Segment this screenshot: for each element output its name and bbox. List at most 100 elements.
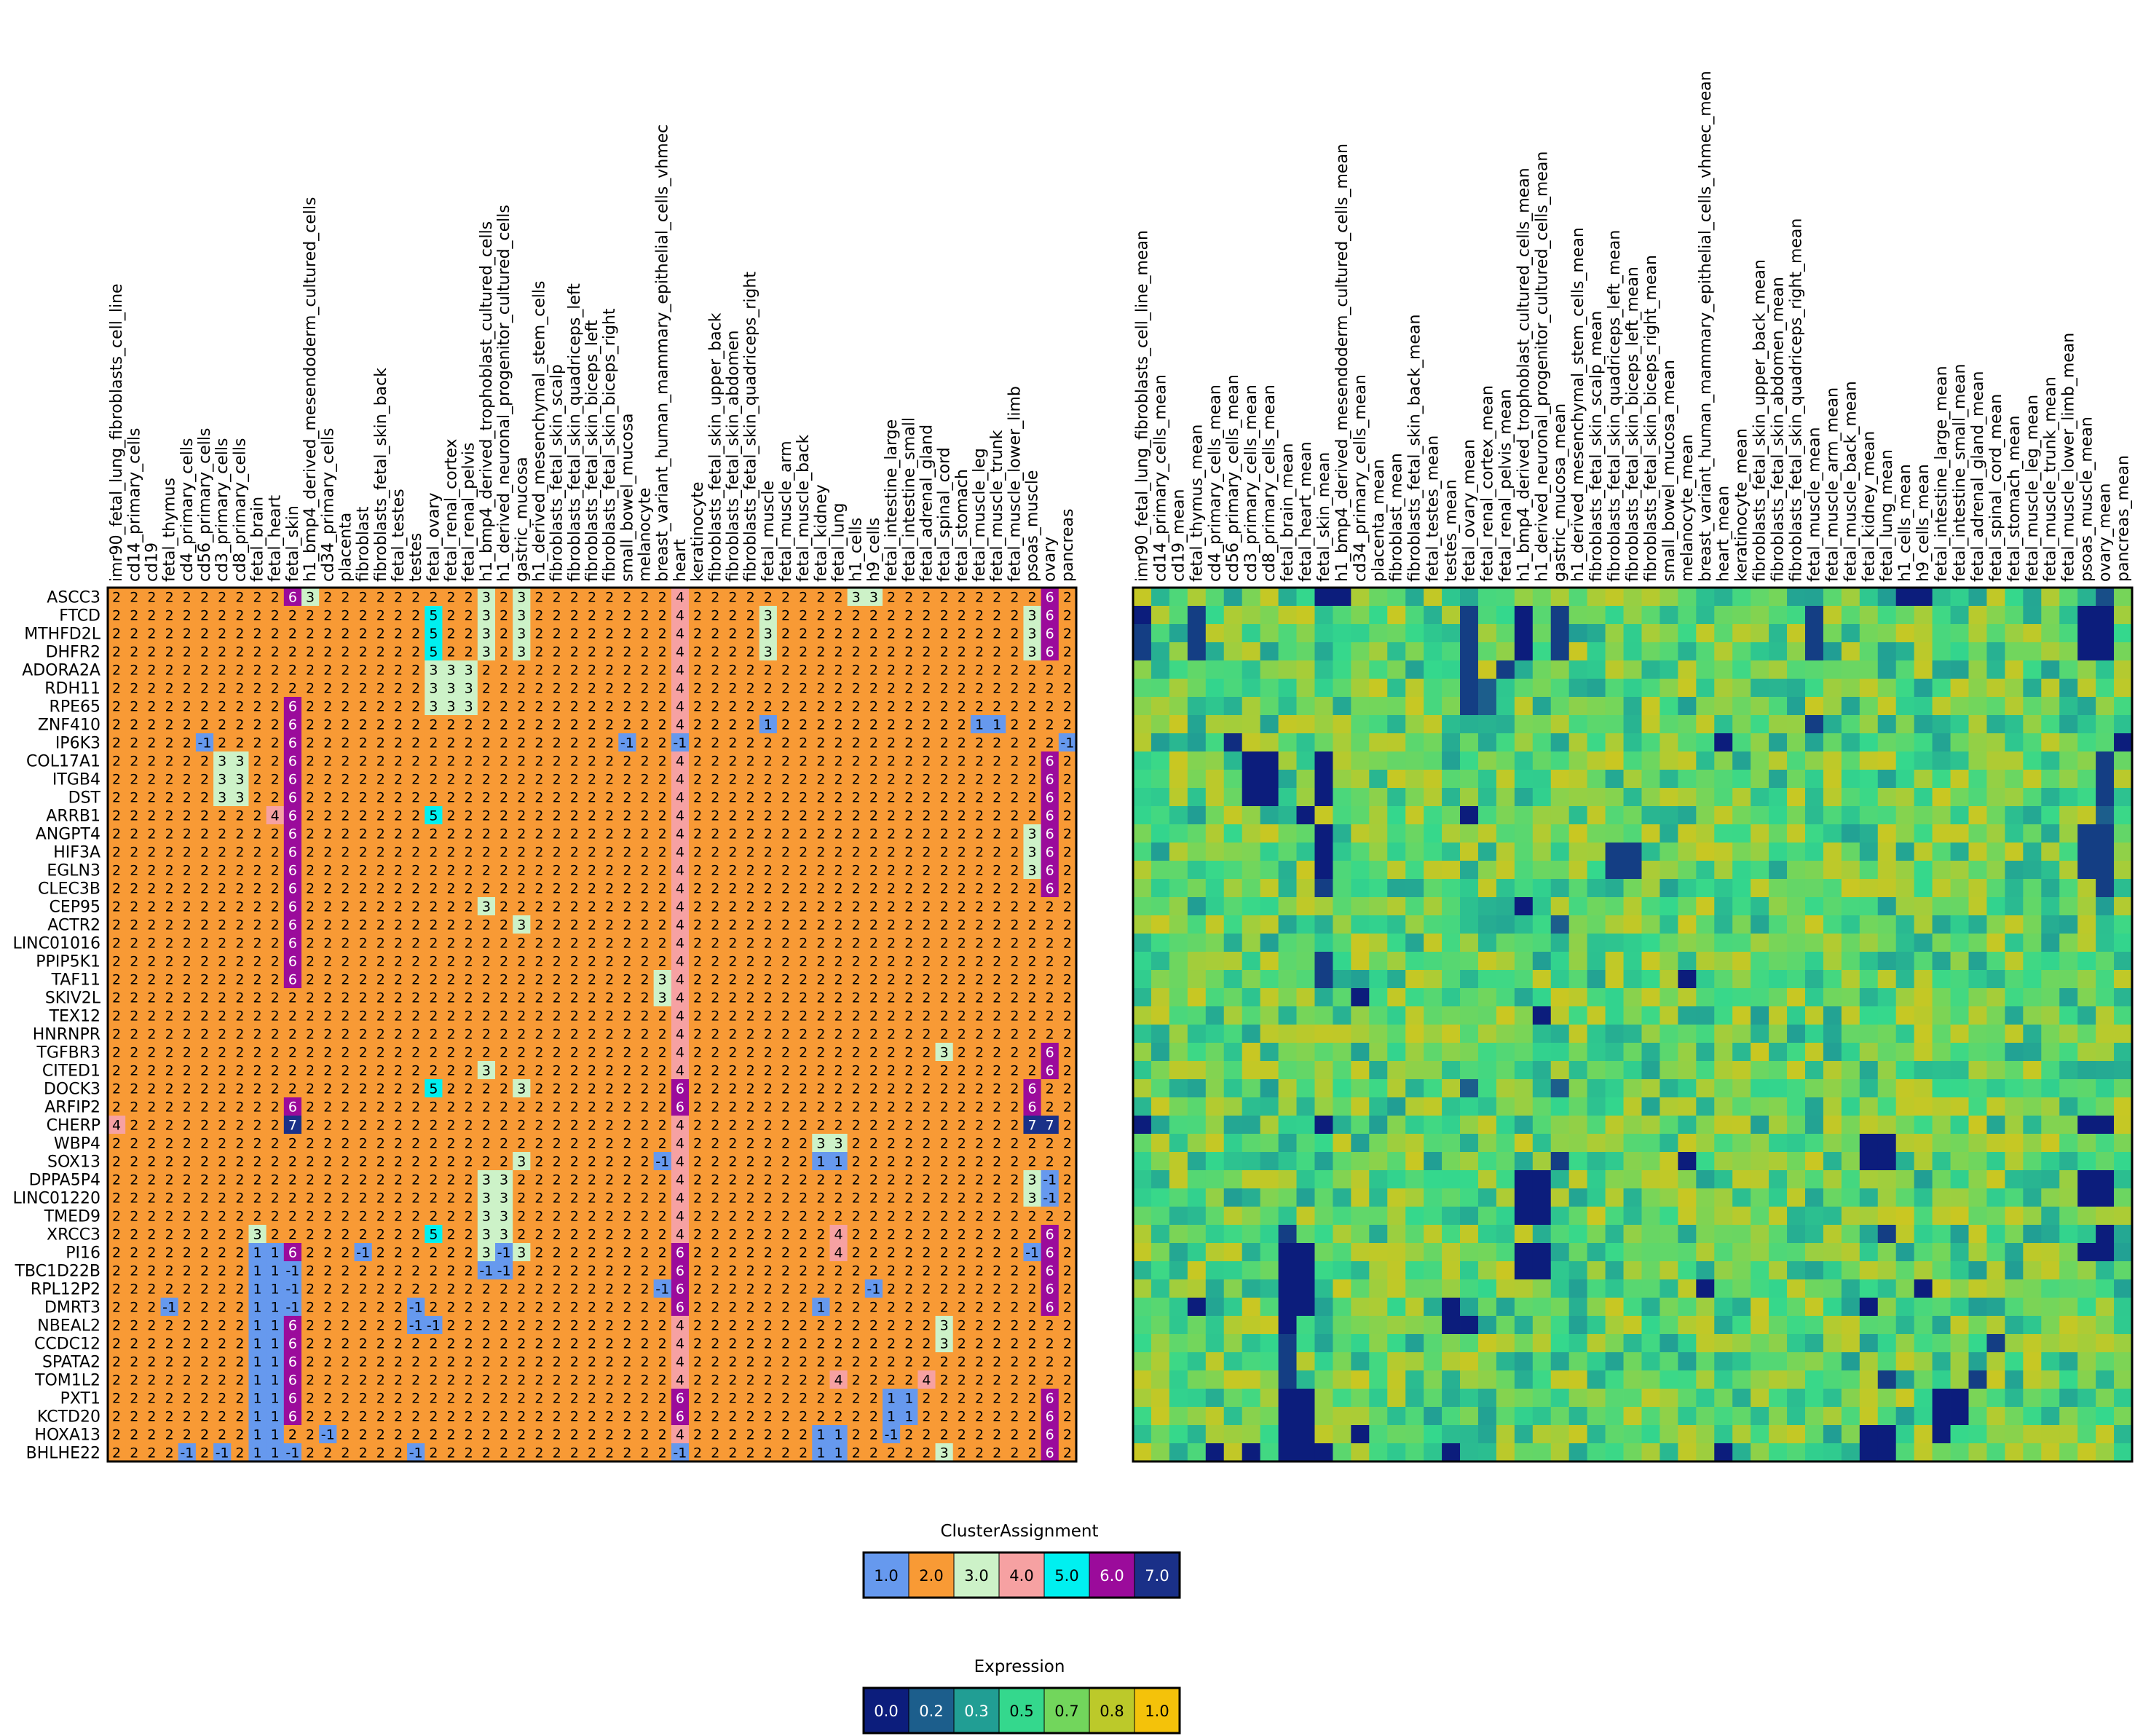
column-label: fetal_renal_cortex_mean	[1478, 385, 1496, 582]
cluster-cell-label: 2	[359, 1263, 368, 1279]
cluster-cell-label: 4	[676, 699, 684, 715]
cluster-cell-label: 2	[570, 663, 579, 679]
cluster-cell-label: 2	[922, 1318, 931, 1334]
cluster-cell-label: 2	[852, 1136, 861, 1152]
cluster-cell-label: 2	[746, 1191, 755, 1207]
cluster-cell-label: 2	[500, 626, 508, 642]
cluster-cell-label: 2	[1027, 1045, 1036, 1061]
cluster-cell-label: 2	[711, 1100, 719, 1116]
cluster-cell-label: 2	[465, 1300, 473, 1316]
cluster-cell-label: 2	[130, 899, 138, 915]
cluster-cell-label: 2	[359, 663, 368, 679]
cluster-cell-label: 2	[588, 1009, 596, 1025]
cluster-cell-label: 2	[165, 663, 174, 679]
cluster-cell-label: 2	[640, 990, 649, 1006]
cluster-cell-label: 2	[869, 954, 878, 970]
column-label: cd8_primary_cells_mean	[1260, 384, 1279, 582]
cluster-cell-label: 2	[517, 790, 526, 806]
cluster-cell-label: 2	[165, 1063, 174, 1079]
cluster-cell-label: 4	[676, 772, 684, 788]
cluster-cell-label: 2	[728, 936, 737, 952]
cluster-cell-label: 2	[958, 1318, 966, 1334]
cluster-cell-label: 2	[693, 626, 702, 642]
cluster-cell-label: 2	[658, 754, 667, 770]
cluster-cell	[495, 624, 513, 643]
cluster-cell-label: 2	[200, 1191, 209, 1207]
cluster-cell-label: 2	[887, 1191, 896, 1207]
cluster-cell-label: 2	[816, 808, 825, 824]
cluster-cell	[407, 624, 425, 643]
cluster-cell	[283, 624, 302, 643]
cluster-cell-label: 2	[940, 845, 949, 861]
cluster-cell-label: 2	[517, 699, 526, 715]
cluster-cell-label: 2	[922, 772, 931, 788]
cluster-cell-label: 4	[676, 644, 684, 660]
cluster-cell-label: 2	[235, 1336, 244, 1352]
cluster-cell-label: 2	[904, 845, 913, 861]
cluster-cell-label: 2	[482, 1136, 491, 1152]
column-label: h1_cells	[848, 518, 866, 582]
cluster-cell-label: 2	[465, 1045, 473, 1061]
cluster-cell-label: 2	[852, 990, 861, 1006]
cluster-cell-label: 2	[376, 1172, 385, 1188]
cluster-cell-label: 2	[904, 954, 913, 970]
cluster-cell-label: 2	[958, 1282, 966, 1298]
cluster-cell-label: 2	[1063, 772, 1072, 788]
cluster-cell-label: 2	[553, 1354, 561, 1370]
cluster-cell-label: 2	[887, 681, 896, 697]
cluster-cell-label: 2	[605, 1136, 614, 1152]
cluster-cell-label: 2	[271, 918, 280, 934]
cluster-cell-label: 2	[992, 1300, 1001, 1316]
cluster-cell-label: 2	[1010, 808, 1019, 824]
cluster-cell-label: 2	[904, 1063, 913, 1079]
cluster-cell-label: 3	[517, 590, 526, 606]
cluster-cell-label: 2	[394, 1191, 403, 1207]
cluster-cell-label: 4	[676, 1154, 684, 1170]
cluster-cell-label: 2	[658, 590, 667, 606]
row-label: CLEC3B	[38, 880, 100, 899]
column-label: fetal_intestine_small_mean	[1951, 364, 1969, 582]
cluster-cell-label: 2	[852, 881, 861, 897]
cluster-cell-label: 2	[904, 899, 913, 915]
cluster-cell-label: 2	[570, 1354, 579, 1370]
cluster-cell-label: 2	[218, 626, 226, 642]
cluster-cell-label: 2	[816, 826, 825, 843]
cluster-cell-label: 2	[517, 754, 526, 770]
cluster-cell-label: 2	[411, 772, 420, 788]
cluster-cell-label: 2	[711, 1318, 719, 1334]
cluster-cell-label: 3	[482, 1191, 491, 1207]
cluster-cell-label: 7	[1027, 1118, 1036, 1134]
cluster-cell-label: 2	[711, 990, 719, 1006]
cluster-cell	[459, 642, 478, 661]
column-label: psoas_muscle_mean	[2078, 417, 2096, 582]
cluster-cell	[459, 606, 478, 625]
cluster-cell-label: 2	[411, 1009, 420, 1025]
cluster-cell-label: 2	[640, 699, 649, 715]
cluster-cell-label: 2	[1046, 1318, 1054, 1334]
cluster-cell-label: 2	[852, 1227, 861, 1243]
column-label: fetal_muscle_arm	[777, 441, 795, 582]
cluster-cell-label: 2	[728, 790, 737, 806]
cluster-cell	[847, 642, 866, 661]
cluster-cell-label: 2	[922, 790, 931, 806]
cluster-cell-label: 2	[517, 899, 526, 915]
cluster-cell-label: 2	[958, 754, 966, 770]
cluster-cell-label: 2	[922, 735, 931, 751]
cluster-cell-label: 2	[640, 1209, 649, 1225]
cluster-cell-label: 2	[799, 663, 808, 679]
cluster-cell-label: 6	[1046, 881, 1054, 897]
cluster-cell	[1023, 588, 1042, 607]
gene-row-labels: ASCC3FTCDMTHFD2LDHFR2ADORA2ARDH11RPE65ZN…	[12, 589, 100, 1463]
cluster-cell-label: 2	[588, 1354, 596, 1370]
cluster-cell-label: 2	[940, 1245, 949, 1261]
cluster-cell	[425, 642, 443, 661]
cluster-cell-label: 2	[852, 1354, 861, 1370]
cluster-cell	[583, 624, 601, 643]
cluster-cell-label: 2	[588, 972, 596, 988]
cluster-cell-label: 2	[975, 1154, 984, 1170]
cluster-cell-label: 2	[534, 1081, 543, 1097]
cluster-cell-label: 2	[781, 1282, 790, 1298]
cluster-cell-label: 2	[781, 918, 790, 934]
cluster-cell-label: 2	[323, 1063, 332, 1079]
cluster-cell-label: 2	[394, 1172, 403, 1188]
